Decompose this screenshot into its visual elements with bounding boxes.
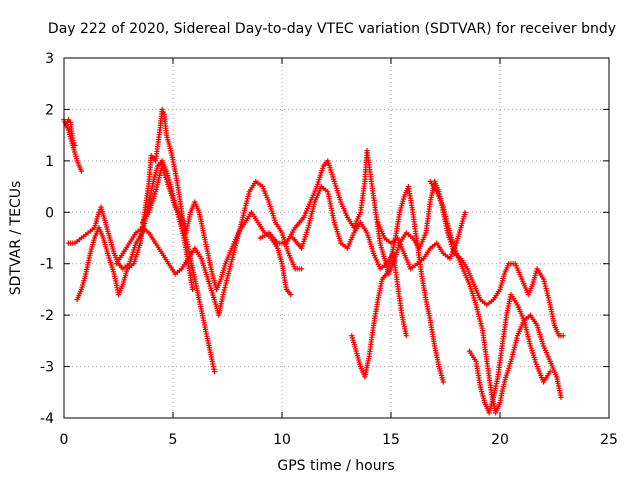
data-point (96, 209, 102, 215)
y-tick-label: 1 (45, 154, 54, 170)
data-point (547, 369, 553, 375)
data-traces (61, 106, 566, 416)
x-tick-label: 20 (491, 432, 509, 448)
data-point (514, 335, 520, 341)
x-axis-label: GPS time / hours (277, 458, 394, 474)
chart-title: Day 222 of 2020, Sidereal Day-to-day VTE… (48, 21, 616, 37)
sat-trace-11 (466, 292, 553, 416)
y-tick-label: 3 (45, 51, 54, 67)
data-point (190, 286, 196, 292)
x-tick-label: 0 (60, 432, 69, 448)
sat-trace-4 (74, 106, 217, 375)
y-tick-label: 2 (45, 102, 54, 118)
x-tick-label: 10 (273, 432, 291, 448)
sat-trace-12 (375, 209, 468, 272)
data-point (558, 394, 564, 400)
data-point (544, 288, 550, 294)
sat-trace-6 (139, 163, 294, 298)
sat-trace-2 (63, 117, 78, 148)
data-point (509, 354, 515, 360)
data-point (72, 142, 78, 148)
trace-line (115, 180, 302, 316)
data-point (560, 333, 566, 339)
data-point (71, 140, 77, 146)
y-tick-label: -1 (40, 257, 54, 273)
data-point (512, 342, 518, 348)
data-point (526, 338, 532, 344)
sat-trace-5 (113, 178, 305, 318)
y-tick-label: -3 (40, 360, 54, 376)
trace-line (76, 108, 216, 372)
trace-line (468, 293, 551, 414)
x-tick-label: 25 (600, 432, 618, 448)
x-tick-label: 15 (382, 432, 400, 448)
data-point (440, 379, 446, 385)
data-point (78, 168, 84, 174)
sat-trace-9 (349, 184, 446, 385)
data-point (160, 109, 166, 115)
y-axis-label: SDTVAR / TECUs (8, 181, 24, 296)
data-point (288, 292, 294, 298)
data-point (522, 320, 528, 326)
y-tick-label: -4 (40, 411, 54, 427)
sat-trace-7 (257, 148, 566, 339)
data-point (462, 209, 468, 215)
data-point (70, 137, 76, 143)
y-tick-label: -2 (40, 308, 54, 324)
plot-frame (63, 57, 610, 419)
data-point (541, 276, 547, 282)
x-tick-label: 5 (169, 432, 178, 448)
data-point (510, 349, 516, 355)
data-point (299, 266, 305, 272)
y-tick-label: 0 (45, 205, 54, 221)
data-point (159, 106, 165, 112)
data-point (211, 369, 217, 375)
data-point (403, 333, 409, 339)
data-point (542, 281, 548, 287)
data-point (525, 334, 531, 340)
gridlines (64, 58, 609, 418)
